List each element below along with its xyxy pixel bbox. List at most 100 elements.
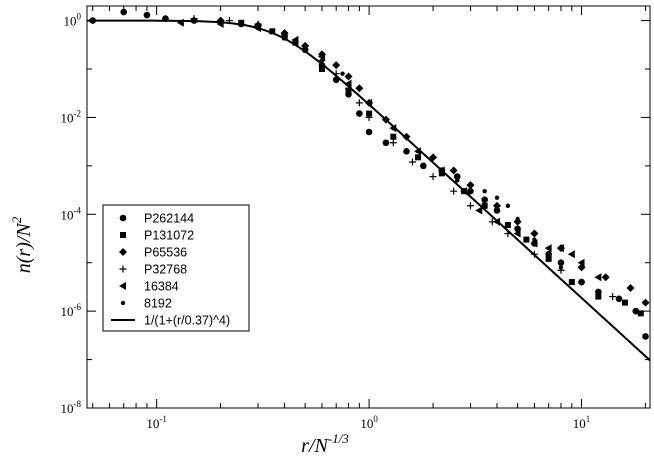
data-point: [402, 132, 411, 141]
data-point: [609, 293, 617, 301]
data-point: [594, 273, 602, 282]
y-tick-label: 10-2: [61, 108, 82, 125]
y-tick-label: 10-8: [61, 399, 82, 416]
y-axis-title-main: n(r)/N: [13, 222, 35, 274]
data-point: [238, 19, 245, 26]
legend-label: 16384: [144, 280, 179, 294]
data-point: [340, 71, 345, 76]
data-point: [567, 250, 575, 259]
data-point: [438, 170, 445, 177]
data-point: [408, 158, 416, 166]
legend: P262144 P131072 P65536 P32768 16384 8192 1/(1+…: [102, 204, 250, 332]
data-point: [429, 153, 438, 162]
data-point: [355, 99, 363, 107]
legend-label: 8192: [144, 297, 172, 311]
data-point: [494, 195, 500, 200]
legend-marker: [120, 232, 126, 238]
data-point: [504, 222, 511, 229]
data-point: [381, 115, 390, 124]
data-point: [225, 17, 233, 25]
data-point: [389, 139, 397, 147]
data-point: [415, 149, 421, 154]
data-point: [318, 66, 325, 73]
data-point: [403, 147, 410, 155]
data-point: [366, 100, 372, 106]
data-point: [332, 76, 340, 84]
data-point: [632, 307, 640, 315]
y-tick-exp: 0: [77, 12, 82, 22]
x-tick-exp: 0: [373, 414, 378, 424]
data-point: [382, 139, 390, 147]
legend-label: P262144: [144, 212, 194, 226]
data-point: [546, 251, 551, 257]
data-point: [601, 273, 610, 282]
data-point: [481, 202, 488, 209]
data-point: [493, 217, 501, 226]
data-point: [523, 236, 530, 243]
data-point: [449, 166, 458, 175]
data-point: [453, 173, 461, 180]
data-point: [366, 110, 373, 117]
data-point: [269, 28, 276, 35]
legend-box: [102, 204, 250, 332]
data-point: [390, 133, 397, 140]
data-point: [641, 298, 650, 307]
data-point: [450, 187, 458, 195]
data-point: [482, 188, 487, 194]
x-axis-title: r/N-1/3: [301, 431, 349, 457]
data-point: [292, 39, 299, 46]
legend-marker: [119, 248, 127, 256]
y-axis-title: n(r)/N2: [9, 216, 35, 273]
data-point: [532, 237, 537, 242]
data-point: [545, 255, 552, 262]
data-point: [466, 202, 474, 210]
data-point: [291, 35, 299, 44]
x-tick-label: 100: [360, 414, 378, 431]
data-point: [595, 293, 602, 300]
legend-label: P131072: [144, 229, 194, 243]
data-point: [467, 187, 474, 195]
data-point: [218, 20, 223, 25]
data-point: [568, 278, 575, 285]
x-tick-base: 10: [573, 416, 586, 431]
data-point: [302, 45, 308, 50]
data-point: [365, 128, 373, 136]
x-tick-exp: 1: [586, 414, 591, 424]
data-point: [595, 288, 602, 296]
y-tick-exp: -2: [74, 108, 82, 118]
y-tick-base: 10: [61, 110, 74, 125]
data-point: [415, 154, 422, 161]
y-tick-label: 10-6: [61, 302, 82, 319]
data-point: [544, 244, 552, 253]
data-point: [190, 15, 198, 23]
legend-label: P65536: [144, 246, 187, 260]
data-point: [504, 230, 512, 238]
y-tick-label: 100: [64, 12, 82, 29]
legend-items: P262144 P131072 P65536 P32768 16384 8192 1/(1+…: [111, 212, 230, 328]
legend-marker: [119, 214, 127, 222]
data-point: [558, 265, 564, 270]
data-point: [356, 110, 363, 117]
data-point: [332, 70, 340, 78]
x-tick-label: 101: [573, 414, 591, 431]
data-point: [282, 35, 287, 40]
legend-marker: [120, 300, 126, 306]
x-tick-base: 10: [146, 416, 159, 431]
data-point: [460, 187, 468, 196]
data-point: [365, 113, 373, 121]
data-point: [637, 310, 644, 317]
data-point: [420, 162, 427, 170]
data-point: [317, 52, 325, 61]
y-tick-exp: -8: [74, 399, 82, 409]
data-points: [89, 8, 650, 340]
y-tick-label: 10-4: [61, 205, 82, 222]
data-point: [505, 203, 511, 208]
legend-label: P32768: [144, 263, 187, 277]
data-point: [530, 250, 538, 258]
data-point: [143, 11, 151, 19]
data-point: [120, 8, 128, 16]
data-point: [344, 72, 353, 81]
legend-marker: [119, 282, 126, 290]
